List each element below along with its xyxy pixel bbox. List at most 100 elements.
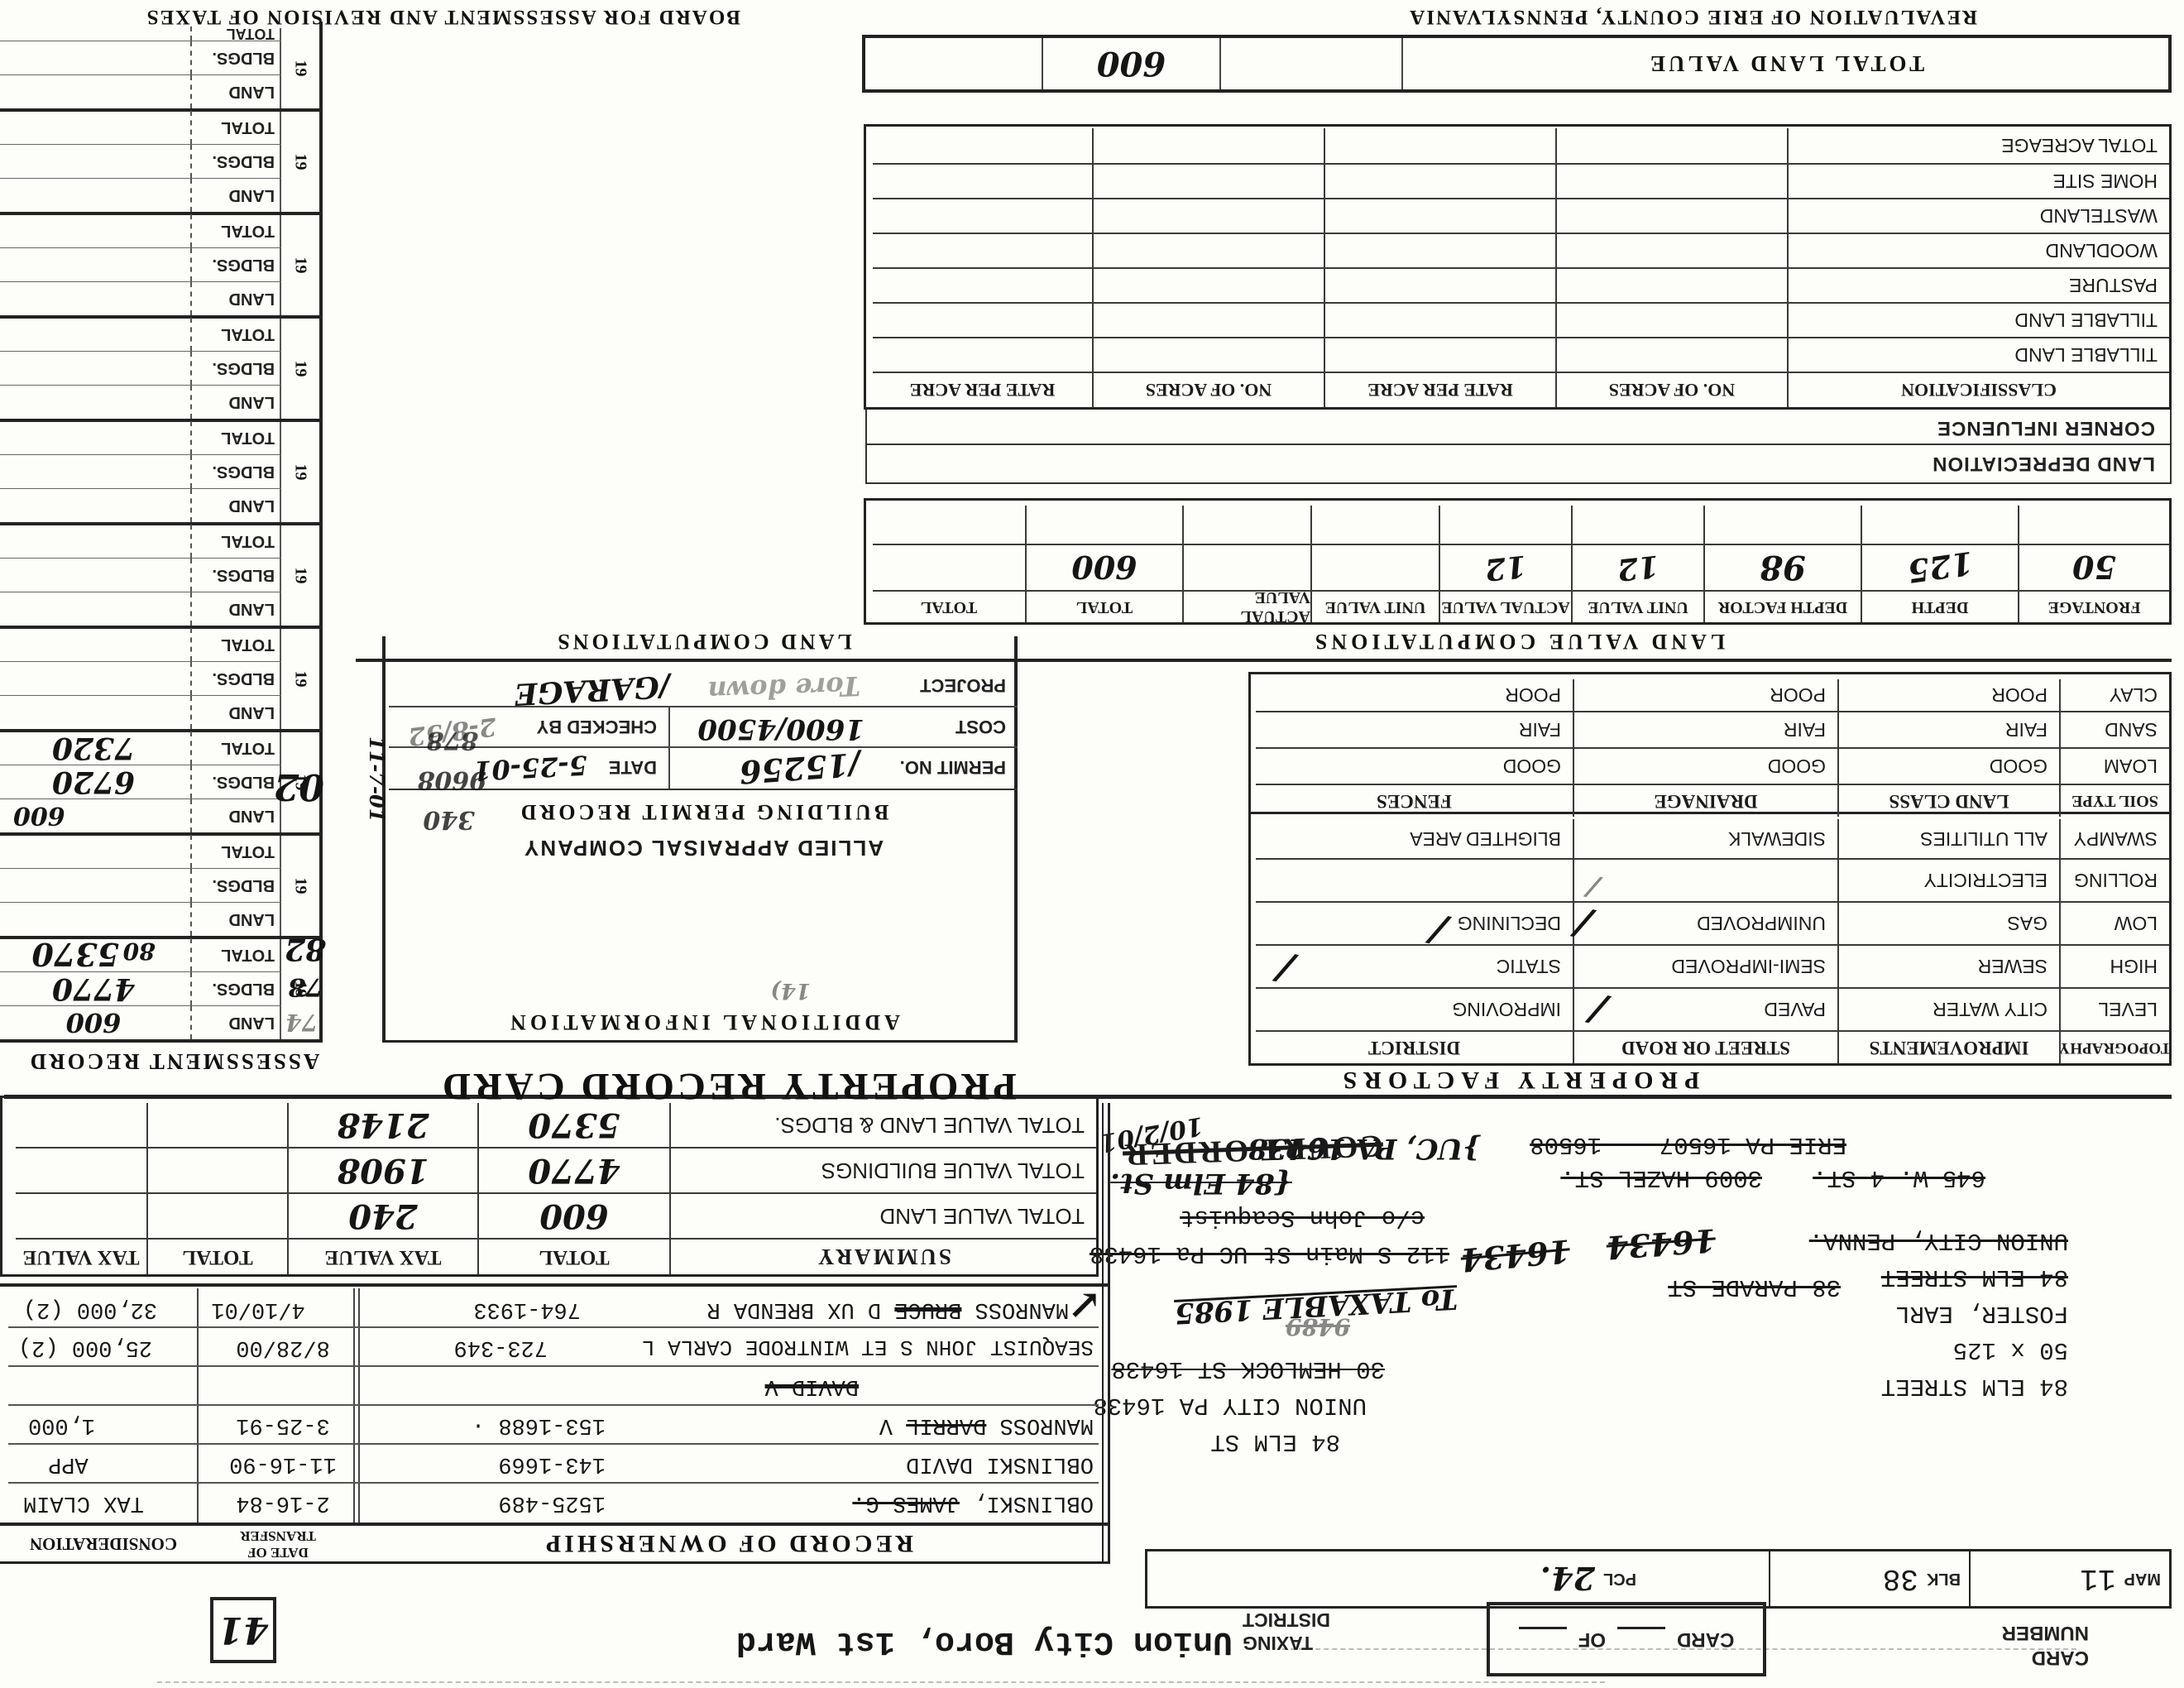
year-19: 19 bbox=[291, 463, 310, 481]
drainage-good: GOOD bbox=[1573, 747, 1837, 784]
owner-name: OBLINSKI, bbox=[959, 1490, 1094, 1516]
lc-header: TOTAL bbox=[873, 590, 1025, 622]
classification-header: CLASSIFICATION bbox=[1787, 372, 2169, 407]
hemlock-address: 30 HEMLOCK ST 16438 bbox=[1111, 1355, 1385, 1383]
class-empty bbox=[1555, 267, 1787, 302]
class-empty bbox=[1324, 302, 1555, 337]
hazel-address: 3009 HAZEL ST. bbox=[1560, 1164, 1762, 1192]
old-street: 84 ELM STREET bbox=[1880, 1264, 2068, 1291]
class-empty bbox=[1092, 198, 1324, 233]
lc-empty bbox=[2018, 506, 2169, 544]
assessed-total-prefix: 80 bbox=[122, 938, 156, 966]
assessment-rows: LAND 600 BLDGS. 6720 TOTAL 7320 bbox=[0, 731, 281, 832]
map-cell: MAP 11 bbox=[1969, 1551, 2169, 1606]
lc-depth-factor: 98 bbox=[1760, 548, 1806, 587]
assessment-year-cell: 19 bbox=[280, 319, 319, 419]
summary-land-total: 600 bbox=[539, 1196, 609, 1235]
year-19: 19 bbox=[291, 257, 310, 274]
assessment-year-cell: 19 bbox=[280, 836, 319, 936]
deed-book-page: 723-349 bbox=[453, 1335, 548, 1360]
bldgs-row-label: BLDGS. bbox=[212, 256, 275, 275]
consideration: TAX CLAIM bbox=[23, 1490, 144, 1516]
revaluation-header: REVALUATION OF ERIE COUNTY, PENNSYLVANIA bbox=[1408, 6, 1977, 28]
land-row-label: LAND bbox=[228, 1014, 275, 1033]
factor-sewer: SEWER bbox=[1837, 944, 2059, 987]
w4-address: 645 W. 4 ST. bbox=[1813, 1164, 1985, 1192]
deed-book-page: 764-1933 bbox=[473, 1297, 581, 1321]
drainage-fair: FAIR bbox=[1573, 711, 1837, 747]
parade-address: 38 PARADE ST bbox=[1668, 1273, 1841, 1301]
old-city: UNION CITY, PENNA. bbox=[1808, 1227, 2068, 1254]
summary-landbldgs-total: 5370 bbox=[528, 1105, 620, 1144]
pcl-cell: PCL 24. bbox=[1147, 1551, 1769, 1606]
year-19: 19 bbox=[291, 60, 310, 77]
bldgs-row-label: BLDGS. bbox=[212, 669, 275, 688]
owner-name-struck: DAVID V bbox=[764, 1374, 859, 1399]
pcl-value: 24. bbox=[1540, 1560, 1595, 1598]
lc-empty bbox=[1571, 506, 1703, 544]
land-class-poor: POOR bbox=[1837, 679, 2059, 711]
card-of-blank1 bbox=[1617, 1627, 1665, 1652]
year-19: 19 bbox=[291, 670, 310, 688]
summary-land-tax: 240 bbox=[348, 1196, 418, 1235]
class-empty bbox=[1555, 337, 1787, 372]
summary-empty-cell bbox=[16, 1147, 146, 1192]
lc-header: ACTUAL VALUE bbox=[1182, 590, 1310, 622]
map-label: MAP bbox=[2124, 1570, 2161, 1589]
land-row-label: LAND bbox=[228, 83, 275, 102]
card-number-label-line2: NUMBER bbox=[2001, 1622, 2089, 1644]
card-of-of-label: OF bbox=[1578, 1628, 1606, 1651]
card-number-value: 41 bbox=[218, 1609, 269, 1652]
summary-bldgs-tax: 1908 bbox=[337, 1151, 429, 1190]
assessment-year-cell: 19 bbox=[280, 422, 319, 522]
project-value-faint: Tore down bbox=[707, 669, 861, 707]
classification-header: RATE PER ACRE bbox=[873, 372, 1092, 407]
assessment-group: 19 LAND BLDGS. TOTAL bbox=[0, 419, 319, 522]
assessment-group: 19 LAND BLDGS. TOTAL bbox=[0, 315, 319, 419]
soil-type-header: SOIL TYPE bbox=[2059, 784, 2169, 817]
drainage-header: DRAINAGE bbox=[1573, 784, 1837, 817]
class-empty bbox=[873, 163, 1092, 198]
assessment-year-note: 02 bbox=[273, 765, 324, 808]
assessed-land: 600 bbox=[13, 801, 65, 831]
summary-total-header: TOTAL bbox=[477, 1238, 669, 1274]
summary-empty-cell bbox=[146, 1103, 287, 1147]
land-class-good: GOOD bbox=[1837, 747, 2059, 784]
ownership-row: SEAQUIST JOHN S ET WINTRODE CARLA L 723-… bbox=[8, 1326, 1099, 1367]
bldgs-row-label: BLDGS. bbox=[212, 876, 275, 895]
divider bbox=[389, 706, 1018, 707]
assessment-rows: LAND BLDGS. TOTAL bbox=[0, 318, 281, 419]
assessment-rows: LAND BLDGS. TOTAL bbox=[0, 111, 281, 212]
owner-name-post: V bbox=[879, 1412, 907, 1438]
factor-empty bbox=[1256, 858, 1573, 901]
owner-name-struck: DARRIL bbox=[906, 1412, 987, 1438]
bldgs-row-label: BLDGS. bbox=[212, 152, 275, 171]
tlv-value-cell: 600 bbox=[1042, 38, 1219, 89]
assessment-year-note: 82 bbox=[284, 932, 326, 966]
consideration: 25,000 (2) bbox=[18, 1335, 153, 1360]
card-of-card-label: CARD bbox=[1677, 1628, 1735, 1651]
ownership-row: MANROSS DARRIL V 153-1688 · 3-25-91 1,00… bbox=[8, 1404, 1099, 1445]
permit-cost-value: 1600/4500 bbox=[697, 712, 864, 746]
divider bbox=[4, 1095, 2172, 1099]
class-empty bbox=[1555, 128, 1787, 163]
class-empty bbox=[1092, 337, 1324, 372]
divider bbox=[356, 659, 2172, 662]
owner-name: MANROSS bbox=[986, 1412, 1094, 1438]
class-empty bbox=[1092, 233, 1324, 267]
land-row-label: LAND bbox=[228, 393, 275, 412]
additional-information-title: ADDITIONAL INFORMATION bbox=[506, 1010, 900, 1034]
classification-header: NO. OF ACRES bbox=[1092, 372, 1324, 407]
owner-name: OBLINSKI DAVID bbox=[906, 1451, 1094, 1477]
lc-header: FRONTAGE bbox=[2018, 590, 2169, 622]
factor-declining: DECLINING bbox=[1256, 901, 1573, 944]
ownership-date-header-line1: DATE OF bbox=[247, 1545, 309, 1561]
assessment-rows: LAND BLDGS. TOTAL bbox=[0, 26, 281, 108]
lc-total: 600 bbox=[1071, 549, 1138, 587]
map-value: 11 bbox=[2080, 1561, 2116, 1596]
deed-book-page: 143-1669 bbox=[498, 1451, 606, 1477]
taxing-district-label-line1: TAXING bbox=[1242, 1633, 1314, 1654]
owner-name: SEAQUIST JOHN S ET WINTRODE CARLA L bbox=[641, 1335, 1094, 1360]
assessment-record-table: 19 LAND 600 BLDGS. 4770 TOTAL 80 5370 19 LA… bbox=[0, 22, 323, 1043]
